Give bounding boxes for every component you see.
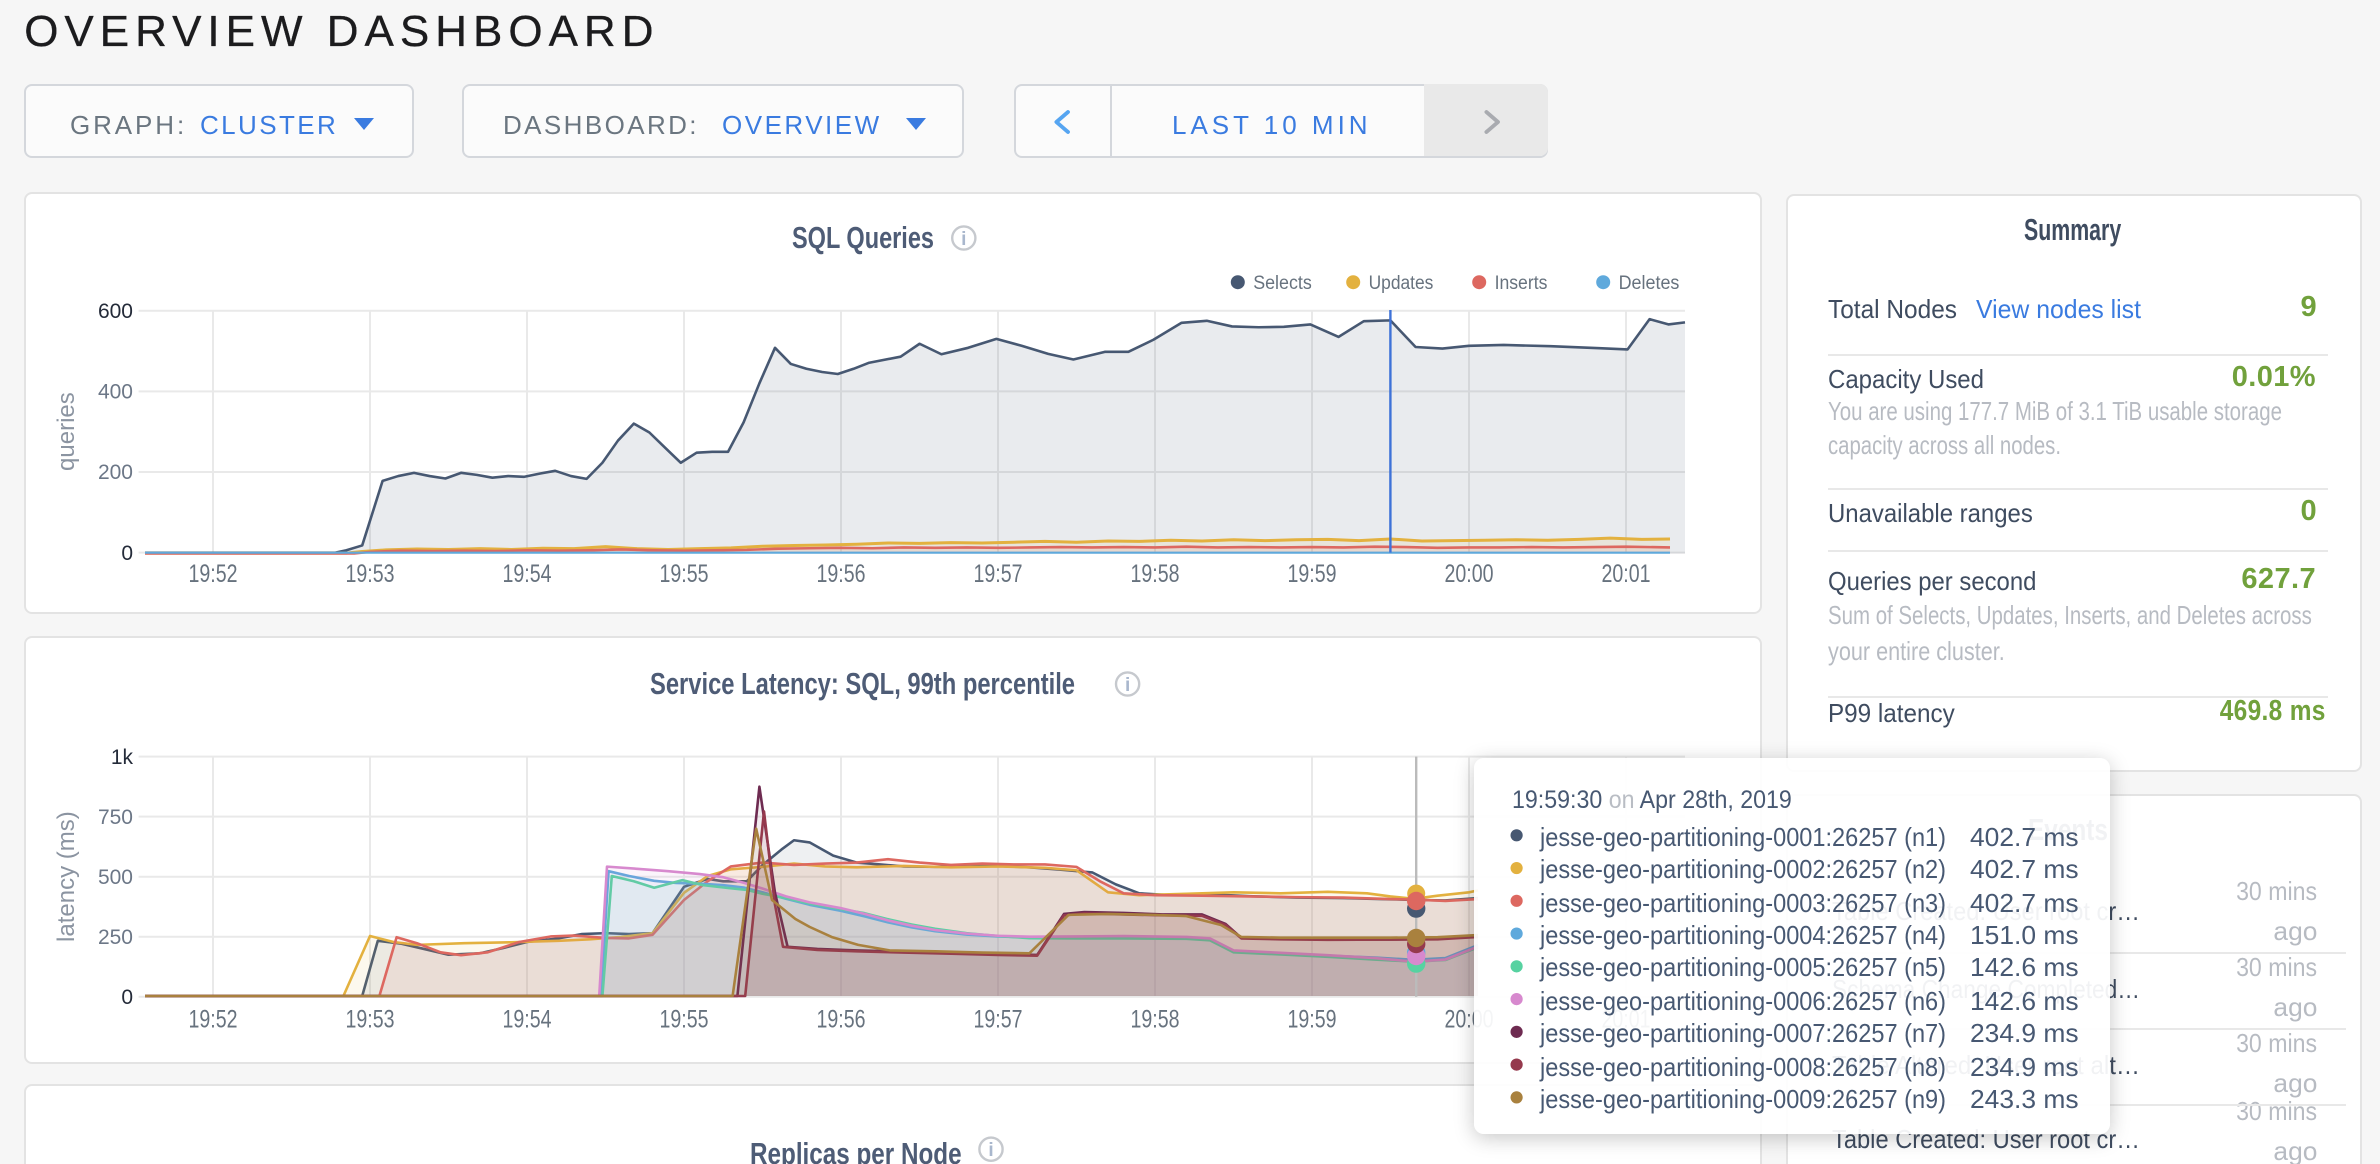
svg-text:i: i — [988, 1140, 993, 1161]
svg-text:Deletes: Deletes — [1619, 273, 1680, 294]
svg-text:19:56: 19:56 — [817, 1006, 866, 1034]
svg-text:19:52: 19:52 — [189, 1006, 238, 1034]
svg-text:1k: 1k — [111, 746, 134, 769]
svg-text:19:59: 19:59 — [1288, 560, 1337, 588]
svg-text:19:58: 19:58 — [1131, 1006, 1180, 1034]
svg-text:19:54: 19:54 — [503, 1006, 552, 1034]
svg-text:19:55: 19:55 — [660, 560, 709, 588]
svg-text:0: 0 — [121, 542, 133, 565]
svg-text:0: 0 — [121, 986, 133, 1009]
svg-text:latency (ms): latency (ms) — [53, 811, 80, 942]
svg-text:19:58: 19:58 — [1131, 560, 1180, 588]
svg-text:19:59: 19:59 — [1288, 1006, 1337, 1034]
svg-text:Updates: Updates — [1369, 273, 1434, 294]
svg-text:19:57: 19:57 — [974, 1006, 1023, 1034]
svg-text:750: 750 — [98, 806, 133, 829]
svg-text:i: i — [961, 229, 966, 250]
svg-text:600: 600 — [98, 300, 133, 323]
svg-text:queries: queries — [53, 392, 80, 471]
svg-text:500: 500 — [98, 866, 133, 889]
svg-text:19:53: 19:53 — [346, 1006, 395, 1034]
svg-text:19:53: 19:53 — [346, 560, 395, 588]
svg-text:20:00: 20:00 — [1445, 560, 1494, 588]
svg-text:19:57: 19:57 — [974, 560, 1023, 588]
svg-text:Selects: Selects — [1253, 273, 1312, 294]
svg-text:Inserts: Inserts — [1495, 273, 1548, 294]
svg-text:200: 200 — [98, 461, 133, 484]
svg-text:i: i — [1125, 675, 1130, 696]
svg-text:19:55: 19:55 — [660, 1006, 709, 1034]
svg-text:400: 400 — [98, 381, 133, 404]
svg-text:19:52: 19:52 — [189, 560, 238, 588]
svg-text:20:01: 20:01 — [1602, 560, 1651, 588]
svg-text:250: 250 — [98, 926, 133, 949]
svg-text:19:56: 19:56 — [817, 560, 866, 588]
svg-text:19:54: 19:54 — [503, 560, 552, 588]
